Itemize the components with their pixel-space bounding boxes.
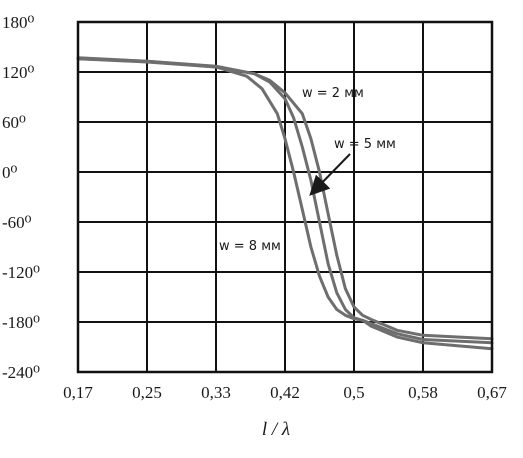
y-axis: 180⁰ 120⁰ 60⁰ 0⁰ -60⁰ -120⁰ -180⁰ -240⁰ bbox=[2, 13, 40, 382]
x-tick-label: 0,25 bbox=[132, 383, 162, 402]
y-tick-label: 180⁰ bbox=[2, 13, 35, 32]
x-tick-label: 0,17 bbox=[63, 383, 93, 402]
plot-frame bbox=[76, 20, 494, 374]
y-tick-label: -180⁰ bbox=[2, 313, 40, 332]
annotations: w = 2 мм w = 5 мм w = 8 мм bbox=[219, 86, 396, 254]
y-tick-label: 60⁰ bbox=[2, 113, 26, 132]
annotation-w2: w = 2 мм bbox=[302, 86, 364, 101]
y-tick-label: -60⁰ bbox=[2, 213, 32, 232]
y-tick-label: -120⁰ bbox=[2, 263, 40, 282]
annotation-w8: w = 8 мм bbox=[219, 239, 281, 254]
annotation-w5-arrow bbox=[309, 153, 351, 196]
series-line-2 bbox=[76, 57, 494, 345]
annotation-w5: w = 5 мм bbox=[334, 137, 396, 152]
y-tick-label: -240⁰ bbox=[2, 363, 40, 382]
grid bbox=[77, 21, 493, 373]
plot-border bbox=[76, 20, 494, 374]
x-axis-label: l / λ bbox=[262, 419, 290, 440]
x-axis: 0,17 0,25 0,33 0,42 0,5 0,58 0,67 bbox=[63, 383, 507, 402]
y-tick-label: 0⁰ bbox=[2, 163, 18, 182]
series-line-3 bbox=[76, 56, 494, 351]
x-tick-label: 0,33 bbox=[201, 383, 231, 402]
x-tick-label: 0,42 bbox=[270, 383, 300, 402]
x-tick-label: 0,5 bbox=[343, 383, 364, 402]
x-tick-label: 0,67 bbox=[477, 383, 507, 402]
x-tick-label: 0,58 bbox=[408, 383, 438, 402]
y-tick-label: 120⁰ bbox=[2, 63, 35, 82]
